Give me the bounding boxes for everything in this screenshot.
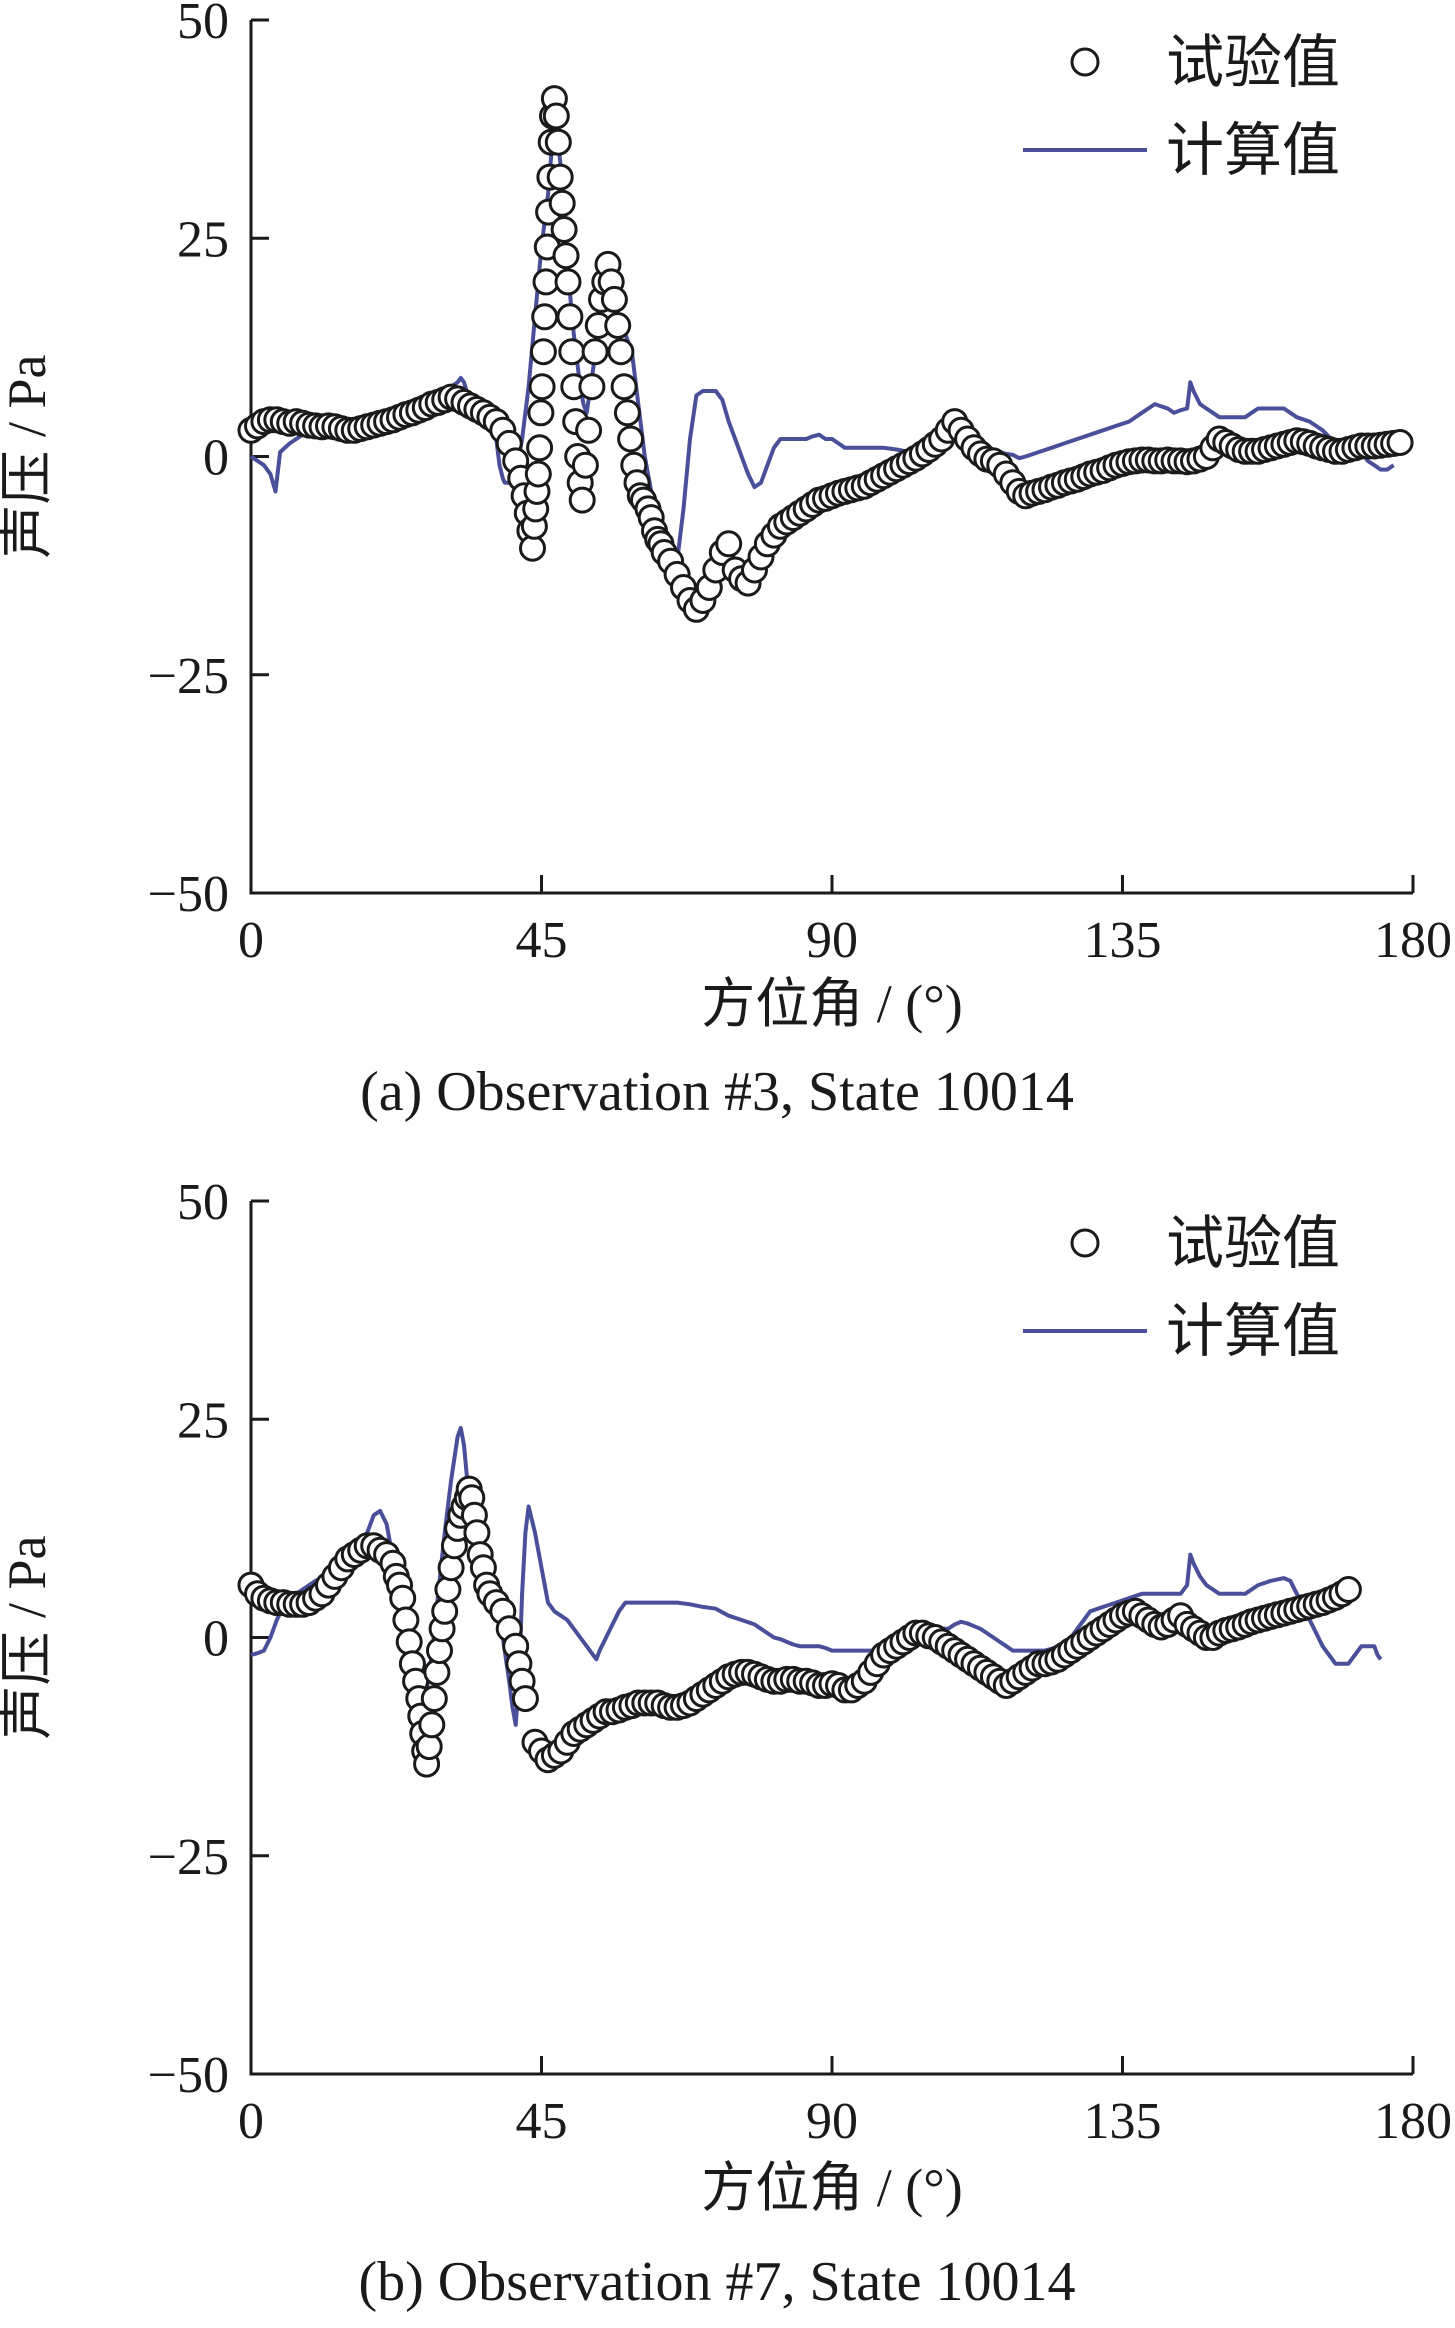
x-tick-label: 45	[516, 2093, 568, 2150]
data-point-experimental	[511, 1685, 539, 1713]
data-point-experimental	[532, 268, 560, 296]
x-tick-label: 135	[1084, 2093, 1162, 2150]
data-point-experimental	[529, 338, 557, 366]
data-point-experimental	[546, 163, 574, 191]
data-point-experimental	[434, 1576, 462, 1603]
data-point-experimental	[415, 1733, 443, 1761]
panel-caption: (b) Observation #7, State 10014	[359, 2251, 1076, 2313]
data-point-experimental	[526, 434, 554, 462]
data-point-experimental	[524, 460, 552, 488]
data-point-experimental	[556, 303, 584, 331]
data-point-experimental	[617, 425, 645, 453]
data-point-experimental	[418, 1711, 446, 1739]
data-point-experimental	[528, 373, 556, 401]
data-point-experimental	[550, 216, 578, 243]
x-axis-label: 方位角 / (°)	[701, 2158, 963, 2218]
data-point-experimental	[552, 242, 580, 270]
data-point-experimental	[571, 451, 599, 479]
x-tick-label: 45	[516, 912, 568, 969]
data-point-experimental	[610, 373, 638, 401]
data-point-experimental	[395, 1628, 423, 1656]
data-point-experimental	[463, 1519, 491, 1547]
data-point-experimental	[715, 530, 743, 558]
y-tick-label: −50	[148, 866, 229, 923]
y-tick-label: −25	[148, 1829, 229, 1886]
legend-entry-label: 计算值	[1166, 1299, 1340, 1364]
y-tick-label: 50	[177, 0, 229, 50]
data-point-experimental	[600, 285, 628, 313]
data-point-experimental	[392, 1606, 420, 1634]
legend-entry-label: 计算值	[1166, 118, 1340, 183]
data-point-experimental	[554, 268, 582, 296]
x-tick-label: 0	[238, 2093, 264, 2150]
y-tick-label: 25	[177, 211, 229, 268]
y-tick-label: 25	[177, 1392, 229, 1449]
x-tick-label: 0	[238, 912, 264, 969]
data-point-experimental	[426, 1637, 453, 1665]
data-point-experimental	[558, 338, 586, 366]
data-point-experimental	[389, 1584, 417, 1612]
data-point-experimental	[613, 399, 641, 427]
data-point-experimental	[581, 338, 609, 366]
y-tick-label: 0	[203, 1611, 229, 1668]
data-point-experimental	[1386, 429, 1414, 456]
x-tick-label: 180	[1374, 2093, 1452, 2150]
legend-marker-experimental	[1070, 47, 1100, 77]
data-point-experimental	[542, 102, 570, 130]
legend-entry-label: 试验值	[1166, 1211, 1340, 1276]
x-tick-label: 135	[1084, 912, 1162, 969]
data-point-experimental	[568, 486, 596, 514]
legend-marker-experimental	[1070, 1228, 1100, 1258]
data-point-experimental	[1334, 1576, 1362, 1603]
data-point-experimental	[431, 1597, 459, 1625]
data-point-experimental	[423, 1658, 451, 1686]
x-tick-label: 90	[806, 912, 858, 969]
y-tick-label: −50	[148, 2047, 229, 2104]
y-tick-label: −25	[148, 648, 229, 705]
x-tick-label: 180	[1374, 912, 1452, 969]
panel-caption: (a) Observation #3, State 10014	[360, 1061, 1074, 1123]
legend-entry-label: 试验值	[1166, 30, 1340, 95]
data-point-experimental	[607, 338, 635, 366]
data-point-experimental	[578, 373, 606, 401]
data-point-experimental	[527, 399, 555, 427]
data-point-experimental	[437, 1554, 465, 1582]
data-point-experimental	[420, 1685, 448, 1713]
data-point-experimental	[604, 312, 632, 339]
x-tick-label: 90	[806, 2093, 858, 2150]
x-axis-label: 方位角 / (°)	[701, 974, 963, 1034]
y-tick-label: 0	[203, 430, 229, 487]
data-point-experimental	[544, 128, 572, 156]
data-point-experimental	[575, 416, 603, 444]
y-axis-label: 声压 / Pa	[0, 1535, 57, 1739]
y-tick-label: 50	[177, 1174, 229, 1231]
y-axis-label: 声压 / Pa	[0, 354, 57, 558]
series-line-calculated	[249, 122, 1395, 586]
data-point-experimental	[531, 303, 559, 331]
data-point-experimental	[548, 189, 576, 217]
data-point-experimental	[519, 534, 546, 562]
